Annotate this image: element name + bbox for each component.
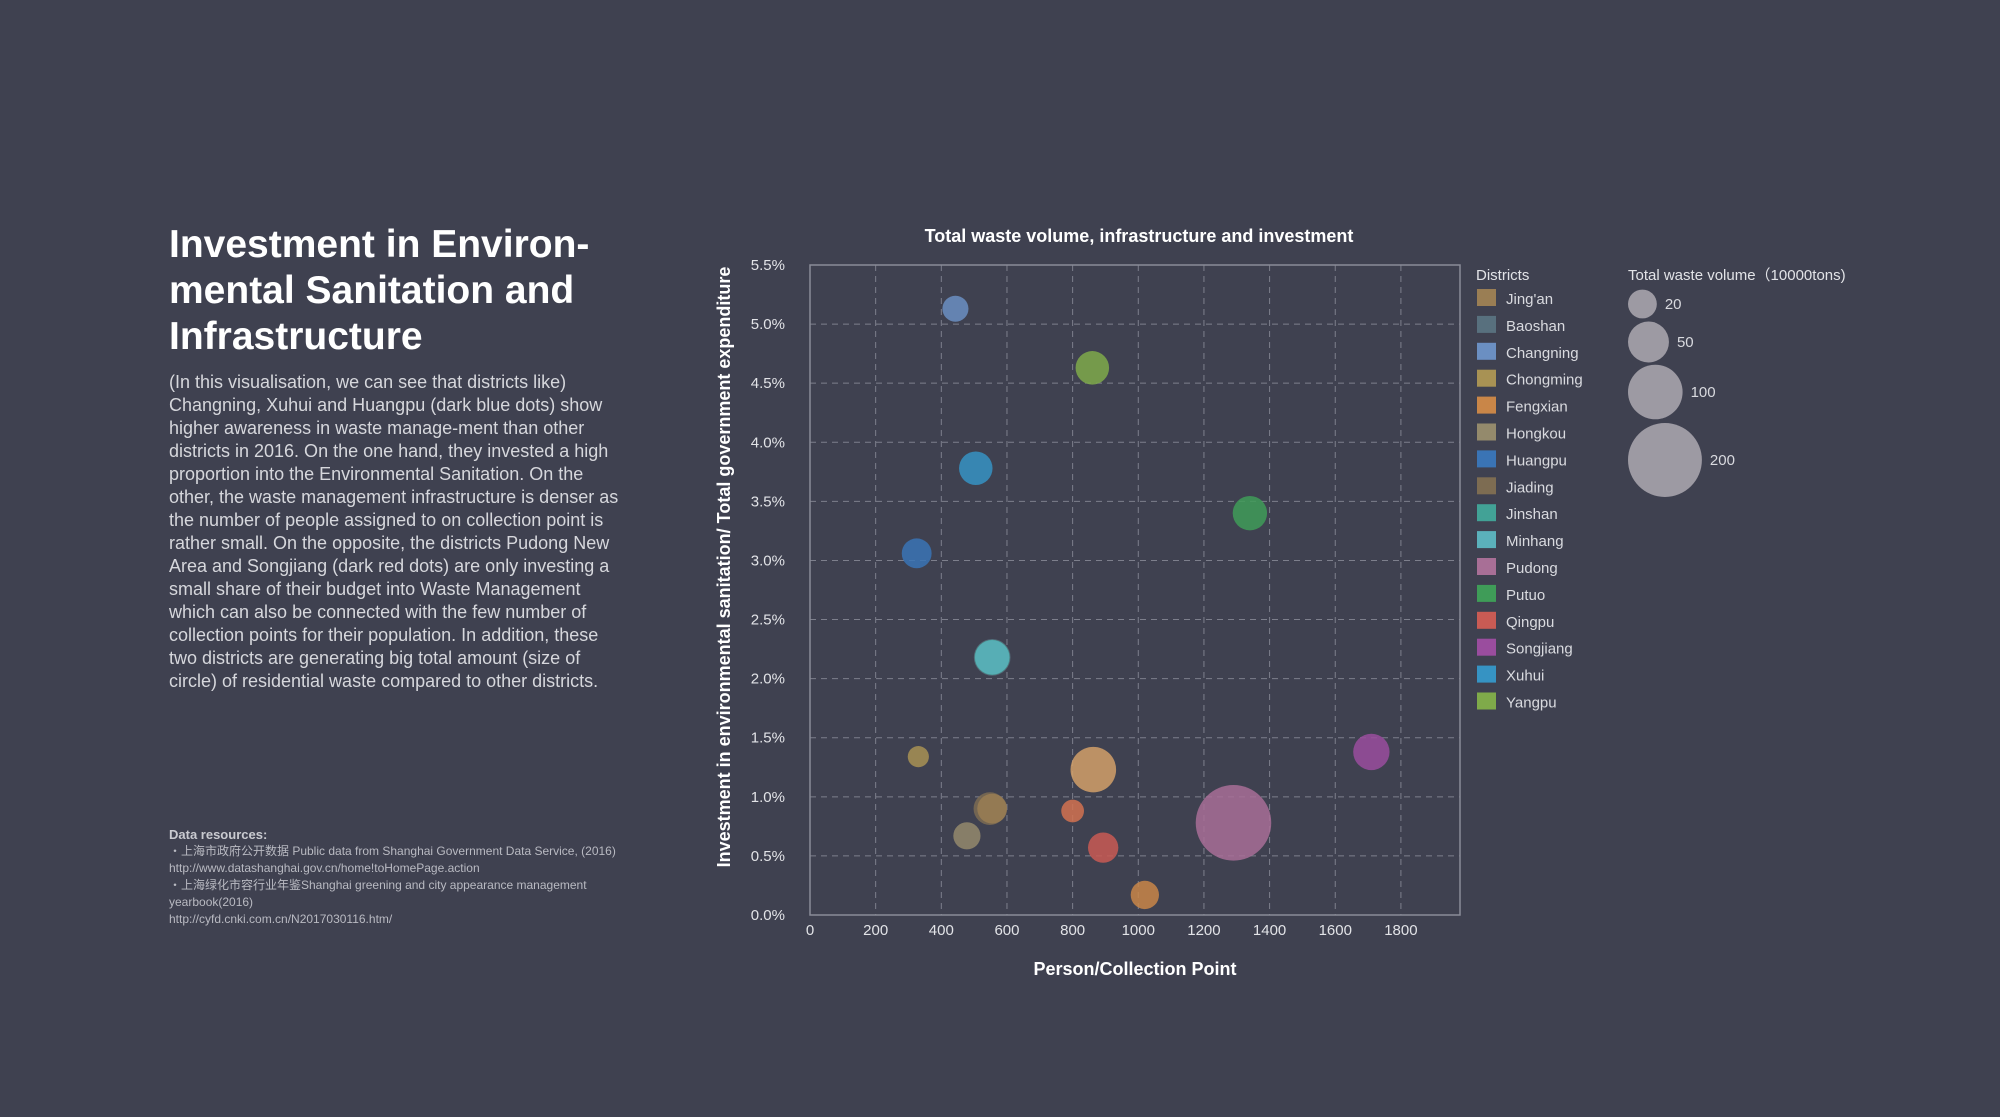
- legend-swatch: [1477, 342, 1496, 360]
- legend-label: Fengxian: [1506, 399, 1568, 416]
- bubble-putuo[interactable]: [1232, 496, 1268, 531]
- y-tick-label: 5.0%: [751, 316, 785, 333]
- legend-label: Jiading: [1506, 479, 1554, 496]
- legend-label: Changning: [1506, 345, 1579, 362]
- legend-swatch: [1477, 584, 1496, 602]
- y-tick-label: 1.5%: [751, 730, 785, 747]
- legend-label: Jing'an: [1506, 291, 1553, 308]
- legend-swatch: [1477, 504, 1496, 522]
- size-legend-label: 20: [1665, 296, 1682, 313]
- legend-label: Chongming: [1506, 372, 1583, 389]
- bubble-jingan[interactable]: [977, 793, 1008, 824]
- x-axis-title: Person/Collection Point: [1033, 959, 1236, 979]
- legend-swatch: [1477, 558, 1496, 575]
- legend-swatch: [1477, 477, 1496, 495]
- legend-label: Qingpu: [1506, 614, 1554, 631]
- y-tick-label: 2.0%: [751, 671, 785, 688]
- size-legend-label: 50: [1677, 334, 1694, 351]
- bubble-songjiang[interactable]: [1353, 733, 1390, 771]
- x-tick-label: 800: [1060, 922, 1085, 939]
- legend-label: Huangpu: [1506, 452, 1567, 469]
- legend-label: Baoshan: [1506, 318, 1565, 335]
- bubble-changning[interactable]: [942, 295, 969, 322]
- legend-swatch: [1477, 423, 1496, 441]
- x-tick-label: 200: [863, 922, 888, 939]
- x-tick-label: 1200: [1187, 922, 1220, 939]
- x-axis-ticks: 0 200 400 600 800 1000 1200 1400 1600 1800: [806, 922, 1418, 939]
- y-tick-label: 0.0%: [751, 907, 785, 924]
- x-tick-label: 0: [806, 922, 814, 939]
- bubble-pudong[interactable]: [1195, 785, 1272, 861]
- legend-label: Songjiang: [1506, 641, 1573, 658]
- x-tick-label: 1800: [1384, 922, 1417, 939]
- y-axis-ticks: 0.0% 0.5% 1.0% 1.5% 2.0% 2.5% 3.0% 3.5% 4.0% 4.5%…: [751, 257, 785, 924]
- size-legend-circle: [1628, 423, 1702, 497]
- legend-swatch: [1477, 531, 1496, 549]
- bubble-hongkou[interactable]: [953, 822, 981, 850]
- chart-title: Total waste volume, infrastructure and i…: [925, 226, 1354, 246]
- legend-swatch: [1477, 692, 1496, 710]
- y-tick-label: 2.5%: [751, 612, 785, 629]
- legend-swatch: [1477, 665, 1496, 683]
- legend-label: Jinshan: [1506, 506, 1558, 523]
- y-tick-label: 3.0%: [751, 552, 785, 569]
- legend-label: Hongkou: [1506, 426, 1566, 443]
- bubble-unlabeled[interactable]: [1070, 746, 1117, 793]
- size-legend: 20 50 100 200: [1628, 289, 1735, 497]
- legend-label: Xuhui: [1506, 668, 1544, 685]
- size-legend-label: 200: [1710, 452, 1735, 469]
- size-legend-label: 100: [1691, 384, 1716, 401]
- data-resources: Data resources: ・上海市政府公开数据 Public data f…: [169, 826, 629, 928]
- district-legend-title: Districts: [1476, 267, 1529, 284]
- data-resources-title: Data resources:: [169, 827, 268, 842]
- bubble-chongming[interactable]: [907, 746, 929, 768]
- resource-line: ・上海绿化市容行业年鉴Shanghai greening and city ap…: [169, 878, 587, 909]
- legend-swatch: [1477, 638, 1496, 656]
- plot-frame: [809, 264, 1461, 916]
- legend-swatch: [1477, 396, 1496, 414]
- page-title: Investment in Environ-mental Sanitation …: [169, 223, 590, 358]
- x-tick-label: 400: [929, 922, 954, 939]
- bubble-unlabeled[interactable]: [1061, 799, 1084, 823]
- x-tick-label: 1400: [1253, 922, 1286, 939]
- y-tick-label: 1.0%: [751, 789, 785, 806]
- y-tick-label: 4.0%: [751, 434, 785, 451]
- y-axis-title: Investment in environmental sanitation/ …: [714, 267, 734, 868]
- x-tick-label: 600: [994, 922, 1019, 939]
- legend-swatch: [1477, 315, 1496, 333]
- legend-label: Pudong: [1506, 560, 1558, 577]
- bubble-xuhui[interactable]: [959, 451, 993, 486]
- size-legend-title: Total waste volume（10000tons): [1628, 267, 1846, 284]
- legend-swatch: [1477, 289, 1496, 306]
- bubble-fengxian[interactable]: [1130, 880, 1160, 910]
- plot-grid: [810, 265, 1460, 915]
- bubble-huangpu[interactable]: [901, 538, 932, 569]
- y-tick-label: 5.5%: [751, 257, 785, 274]
- size-legend-circle: [1628, 364, 1683, 420]
- resource-line: ・上海市政府公开数据 Public data from Shanghai Gov…: [169, 844, 616, 858]
- bubble-minhang[interactable]: [975, 640, 1010, 675]
- legend-label: Putuo: [1506, 587, 1545, 604]
- resource-link[interactable]: http://www.datashanghai.gov.cn/home!toHo…: [169, 861, 480, 875]
- size-legend-circle: [1628, 321, 1669, 363]
- y-tick-label: 3.5%: [751, 493, 785, 510]
- size-legend-circle: [1628, 289, 1657, 319]
- legend-swatch: [1477, 611, 1496, 629]
- resource-link[interactable]: http://cyfd.cnki.com.cn/N2017030116.htm/: [169, 912, 393, 926]
- x-tick-label: 1000: [1122, 922, 1155, 939]
- bubble-yangpu[interactable]: [1075, 351, 1110, 385]
- legend-swatch: [1477, 450, 1496, 468]
- legend-swatch: [1477, 369, 1496, 387]
- legend-label: Yangpu: [1506, 695, 1557, 712]
- bubble-qingpu[interactable]: [1087, 832, 1119, 863]
- y-tick-label: 0.5%: [751, 848, 785, 865]
- x-tick-label: 1600: [1319, 922, 1352, 939]
- bubbles: [901, 295, 1390, 910]
- y-tick-label: 4.5%: [751, 375, 785, 392]
- legend-label: Minhang: [1506, 533, 1564, 550]
- description-text: (In this visualisation, we can see that …: [169, 372, 619, 691]
- district-legend: Jing'an Baoshan Changning Chongming Fengxian…: [1477, 289, 1583, 712]
